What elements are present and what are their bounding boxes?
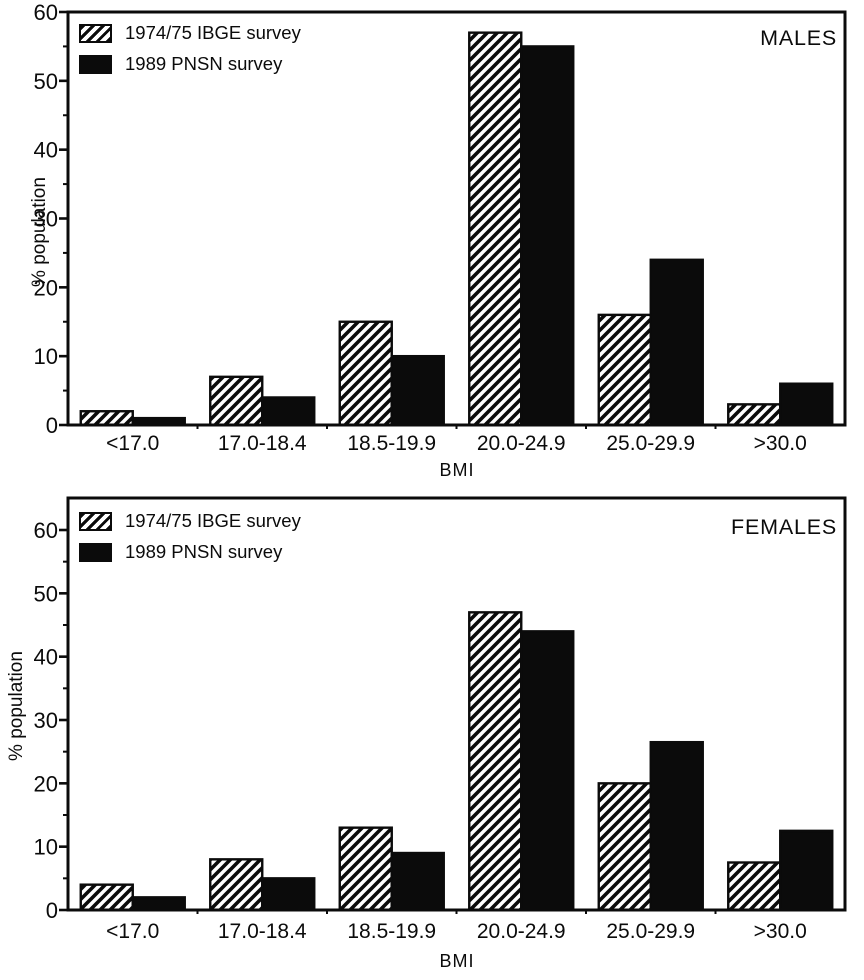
x-category-label: 17.0-18.4 <box>218 432 307 455</box>
x-category-label: 18.5-19.9 <box>347 432 436 455</box>
legend-item-pnsn: 1989 PNSN survey <box>79 55 301 74</box>
bar-solid-25.0-29.9 <box>649 740 704 912</box>
legend-item-ibge: 1974/75 IBGE survey <box>79 512 301 531</box>
solid-swatch-icon <box>79 543 112 562</box>
bar-solid-18.5-19.9 <box>390 354 445 427</box>
x-category-label: >30.0 <box>754 920 807 943</box>
bar-hatched-25.0-29.9 <box>597 313 652 427</box>
bar-hatched->30.0 <box>727 861 782 912</box>
x-category-label: <17.0 <box>106 920 159 943</box>
legend-item-ibge: 1974/75 IBGE survey <box>79 24 301 43</box>
plot-frame <box>66 496 847 912</box>
males-bar-chart: <17.0 17.0-18.4 18.5-19.9 20.0-24.9 25.0-29.… <box>34 0 847 455</box>
bar-hatched-17.0-18.4 <box>209 375 264 427</box>
x-category-label: 25.0-29.9 <box>606 920 695 943</box>
bar-solid-18.5-19.9 <box>390 851 445 912</box>
bar-solid->30.0 <box>779 382 834 427</box>
legend-label: 1989 PNSN survey <box>125 53 283 75</box>
bar-hatched-18.5-19.9 <box>338 826 393 912</box>
bar-hatched-<17.0 <box>79 410 134 427</box>
bar-hatched-20.0-24.9 <box>468 611 523 912</box>
legend: 1974/75 IBGE survey 1989 PNSN survey <box>79 512 301 562</box>
legend-label: 1989 PNSN survey <box>125 541 283 563</box>
legend: 1974/75 IBGE survey 1989 PNSN survey <box>79 24 301 74</box>
x-category-label: 17.0-18.4 <box>218 920 307 943</box>
legend-item-pnsn: 1989 PNSN survey <box>79 543 301 562</box>
bar-solid-20.0-24.9 <box>520 45 575 427</box>
x-category-label: 25.0-29.9 <box>606 432 695 455</box>
legend-label: 1974/75 IBGE survey <box>125 22 301 44</box>
x-axis-label: BMI <box>439 951 475 971</box>
y-tick-label: 20 <box>34 771 58 796</box>
bar-solid-<17.0 <box>131 896 186 912</box>
chart-title-females: FEMALES <box>731 515 837 539</box>
y-tick-label: 60 <box>34 518 58 543</box>
hatched-swatch-icon <box>79 512 112 531</box>
solid-swatch-icon <box>79 55 112 74</box>
legend-label: 1974/75 IBGE survey <box>125 510 301 532</box>
chart-title-males: MALES <box>760 26 837 50</box>
bar-solid->30.0 <box>779 829 834 912</box>
bar-solid-20.0-24.9 <box>520 630 575 912</box>
y-tick-label: 50 <box>34 581 58 606</box>
bar-solid-17.0-18.4 <box>261 396 316 427</box>
y-tick-label: 10 <box>34 835 58 860</box>
y-tick-label: 40 <box>34 645 58 670</box>
hatched-swatch-icon <box>79 24 112 43</box>
bar-hatched-<17.0 <box>79 883 134 912</box>
y-tick-label: 20 <box>34 275 58 300</box>
y-tick-label: 0 <box>46 413 58 438</box>
females-bar-chart: <17.0 17.0-18.4 18.5-19.9 20.0-24.9 25.0-29.… <box>34 496 847 943</box>
x-category-label: 18.5-19.9 <box>347 920 436 943</box>
bar-solid-25.0-29.9 <box>649 258 704 427</box>
bar-hatched-20.0-24.9 <box>468 31 523 427</box>
x-category-label: <17.0 <box>106 432 159 455</box>
x-axis-label: BMI <box>439 460 475 480</box>
y-tick-label: 10 <box>34 344 58 369</box>
y-axis-label: % population <box>29 177 50 287</box>
x-category-label: 20.0-24.9 <box>477 920 566 943</box>
x-category-label: >30.0 <box>754 432 807 455</box>
y-tick-label: 0 <box>46 898 58 923</box>
y-axis-label: % population <box>6 651 27 761</box>
plot-frame <box>66 10 847 427</box>
y-tick-label: 30 <box>34 207 58 232</box>
bar-hatched-18.5-19.9 <box>338 320 393 427</box>
bar-hatched->30.0 <box>727 403 782 427</box>
bar-hatched-17.0-18.4 <box>209 858 264 912</box>
y-tick-label: 30 <box>34 708 58 733</box>
y-tick-label: 60 <box>34 0 58 25</box>
x-category-label: 20.0-24.9 <box>477 432 566 455</box>
y-tick-label: 50 <box>34 69 58 94</box>
bar-solid-17.0-18.4 <box>261 877 316 912</box>
bar-hatched-25.0-29.9 <box>597 782 652 912</box>
y-tick-label: 40 <box>34 138 58 163</box>
